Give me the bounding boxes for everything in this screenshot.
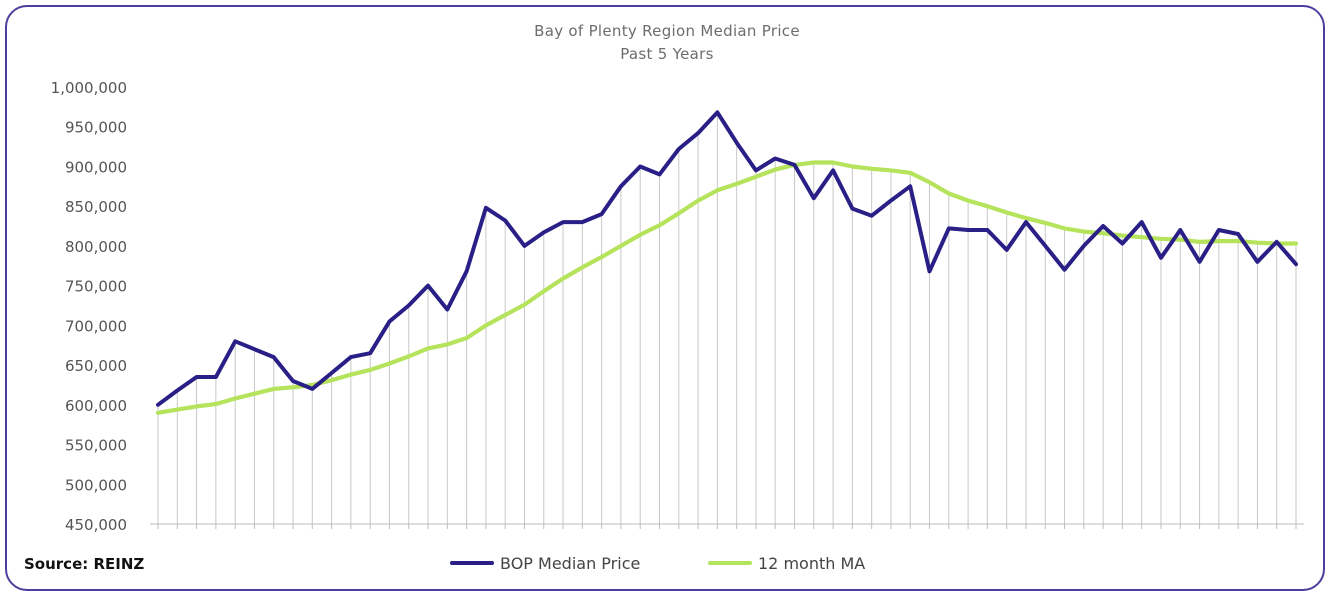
drop-lines	[157, 112, 1297, 524]
legend-label-ma: 12 month MA	[758, 553, 866, 573]
legend-swatch-bop	[450, 561, 494, 565]
y-tick-label: 800,000	[65, 238, 127, 256]
chart-title: Bay of Plenty Region Median Price	[534, 22, 800, 40]
y-tick-label: 750,000	[65, 278, 127, 296]
y-tick-label: 600,000	[65, 397, 127, 415]
y-tick-label: 550,000	[65, 437, 127, 455]
y-tick-label: 950,000	[65, 119, 127, 137]
y-tick-label: 850,000	[65, 198, 127, 216]
legend-item-bop-median-price: BOP Median Price	[450, 553, 640, 573]
legend-label-bop: BOP Median Price	[500, 553, 641, 573]
chart-frame	[5, 5, 1325, 591]
source-label: Source: REINZ	[24, 555, 145, 573]
series-line-bop-median-price	[156, 110, 1298, 407]
y-axis: 1,000,000 950,000 900,000 850,000 800,000 750…	[51, 79, 127, 534]
chart-subtitle: Past 5 Years	[620, 45, 714, 63]
legend-swatch-ma	[708, 561, 752, 565]
y-tick-label: 700,000	[65, 317, 127, 335]
series-line-12-month-ma	[155, 160, 1299, 415]
y-tick-label: 650,000	[65, 357, 127, 375]
series-layer	[155, 110, 1299, 415]
y-tick-label: 450,000	[65, 516, 127, 534]
x-axis	[150, 523, 1304, 529]
y-tick-label: 900,000	[65, 158, 127, 176]
y-tick-label: 500,000	[65, 476, 127, 494]
y-tick-label: 1,000,000	[51, 79, 127, 97]
legend-item-12-month-ma: 12 month MA	[708, 553, 865, 573]
